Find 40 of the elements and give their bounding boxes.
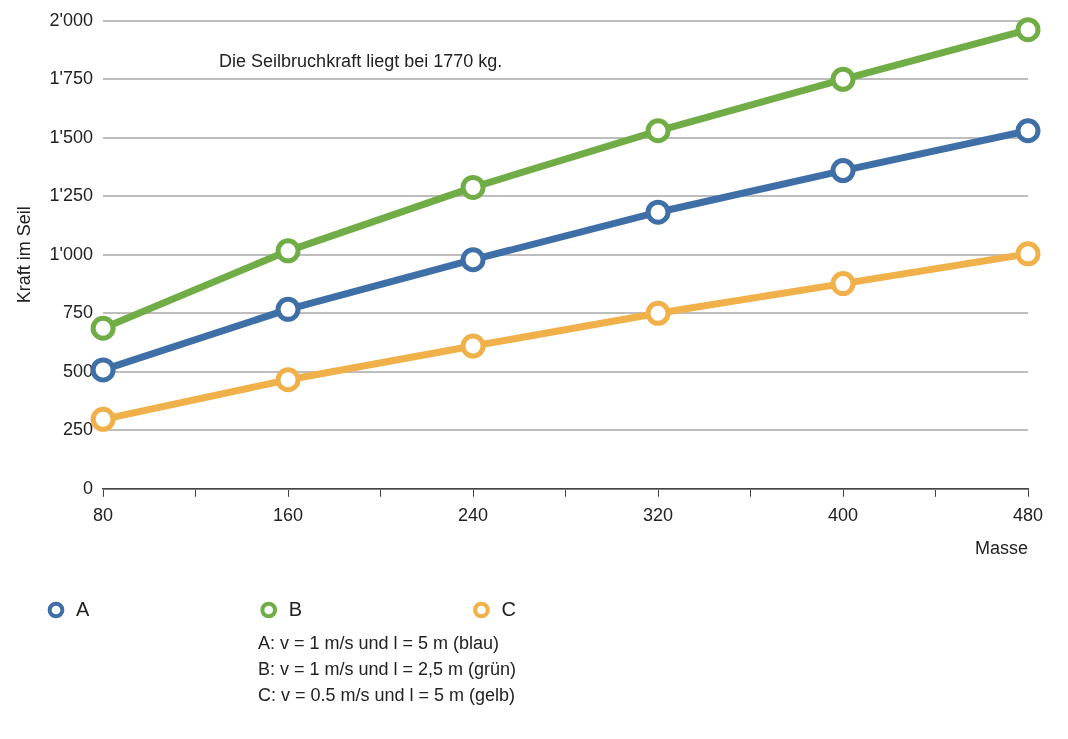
y-tick-label: 750 <box>63 302 94 323</box>
y-tick-label: 250 <box>63 419 94 440</box>
text: A: v = 1 m/s und l = 5 m (blau) <box>258 632 501 655</box>
x-axis-title: Masse <box>974 538 1028 559</box>
point <box>460 174 486 200</box>
y-tick-label: 1'250 <box>49 185 94 206</box>
point <box>275 367 301 393</box>
x-tick-label: 80 <box>93 504 114 525</box>
annotation: Die Seilbruchkraft liegt bei 1770 kg. <box>219 50 503 71</box>
point <box>830 271 856 297</box>
y-tick-label: 0 <box>83 477 94 498</box>
x-tick-label: 480 <box>1012 504 1044 525</box>
point <box>90 357 116 383</box>
point <box>1015 17 1041 43</box>
point <box>645 118 671 144</box>
y-tick-label: 1'750 <box>49 68 94 89</box>
point <box>830 158 856 184</box>
legend-label: C <box>501 597 650 620</box>
x-tick-label: 160 <box>273 504 304 525</box>
y-tick-label: 2'000 <box>49 9 94 30</box>
text: C: v = 0.5 m/s und l = 5 m (gelb) <box>258 684 517 707</box>
point <box>1015 241 1041 267</box>
point <box>460 333 486 359</box>
y-axis-title: Kraft im Seil <box>13 206 34 304</box>
x-tick-label: 400 <box>827 504 859 525</box>
point <box>830 66 856 92</box>
text: B: v = 1 m/s und l = 2,5 m (grün) <box>258 658 518 681</box>
y-tick-label: 1'000 <box>49 243 94 264</box>
x-tick-label: 320 <box>643 504 674 525</box>
point <box>275 238 301 264</box>
point <box>275 296 301 322</box>
y-tick-label: 500 <box>63 360 94 381</box>
point <box>1015 118 1041 144</box>
point <box>460 247 486 273</box>
point <box>645 300 671 326</box>
point <box>645 199 671 225</box>
legend-label: B <box>288 597 436 620</box>
x-tick-label: 240 <box>458 504 489 525</box>
legend-label: A <box>76 597 222 620</box>
y-tick-label: 1'500 <box>49 126 94 147</box>
